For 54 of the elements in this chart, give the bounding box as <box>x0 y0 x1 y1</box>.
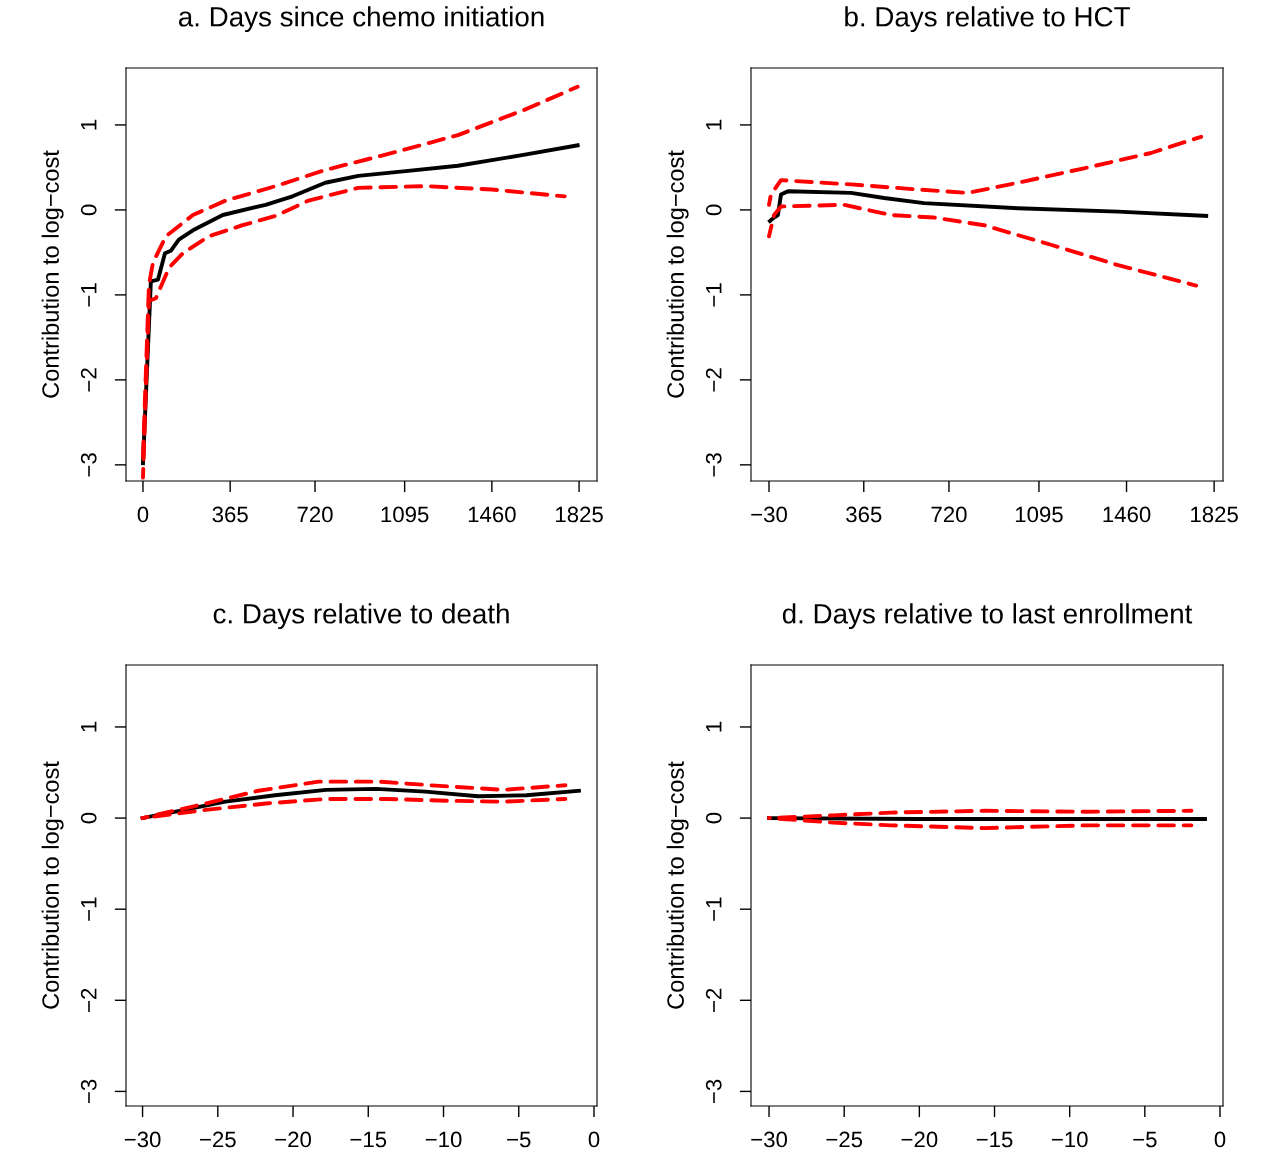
x-tick-label: 1095 <box>381 506 429 523</box>
y-tick-label: −1 <box>81 283 97 307</box>
x-tick-label: −30 <box>124 1131 161 1148</box>
y-tick-label: −2 <box>705 988 722 1012</box>
y-tick-label: −1 <box>706 897 722 921</box>
y-tick-label: 0 <box>705 204 722 216</box>
y-tick-label: 0 <box>80 204 97 216</box>
y-axis-title: Contribution to log−cost <box>666 761 689 1009</box>
x-tick-label: 0 <box>1214 1131 1226 1148</box>
x-tick-label: 1825 <box>556 506 603 523</box>
y-tick-label: 1 <box>81 721 97 732</box>
chart-title: d. Days relative to last enrollment <box>782 603 1193 630</box>
y-axis-title: Contribution to log−cost <box>666 150 689 398</box>
y-tick-label: 1 <box>81 119 97 130</box>
y-tick-label: 1 <box>706 721 722 732</box>
x-tick-label: 1460 <box>468 506 516 523</box>
x-tick-label: 365 <box>212 506 248 523</box>
x-tick-label: −20 <box>901 1131 938 1148</box>
y-tick-label: −3 <box>80 453 97 477</box>
x-tick-label: 720 <box>931 506 967 523</box>
x-tick-label: 1825 <box>1191 506 1238 523</box>
y-tick-label: 1 <box>706 119 722 130</box>
x-tick-label: −30 <box>751 506 787 523</box>
x-tick-label: −10 <box>425 1131 462 1148</box>
x-tick-label: −10 <box>1051 1131 1088 1148</box>
x-tick-label: −5 <box>507 1131 531 1148</box>
x-tick-label: 1460 <box>1103 506 1151 523</box>
x-tick-label: −15 <box>350 1131 387 1148</box>
chart-title: a. Days since chemo initiation <box>178 6 544 33</box>
x-tick-label: −15 <box>976 1131 1013 1148</box>
x-tick-label: 0 <box>137 506 149 523</box>
x-tick-label: 365 <box>846 506 882 523</box>
x-tick-label: 0 <box>588 1131 600 1148</box>
y-tick-label: −3 <box>705 453 722 477</box>
y-tick-label: −2 <box>705 368 722 392</box>
x-tick-label: −5 <box>1133 1131 1157 1148</box>
x-tick-label: 720 <box>297 506 333 523</box>
y-tick-label: −3 <box>705 1079 722 1103</box>
x-tick-label: −20 <box>275 1131 312 1148</box>
y-tick-label: −1 <box>81 897 97 921</box>
chart-title: b. Days relative to HCT <box>845 6 1130 33</box>
y-tick-label: −1 <box>706 283 722 307</box>
x-tick-label: −25 <box>826 1131 863 1148</box>
chart-title: c. Days relative to death <box>213 603 509 630</box>
y-tick-label: 0 <box>705 812 722 824</box>
y-tick-label: −2 <box>80 988 97 1012</box>
y-axis-title: Contribution to log−cost <box>41 761 64 1009</box>
y-tick-label: −2 <box>80 368 97 392</box>
x-tick-label: −25 <box>200 1131 236 1148</box>
y-tick-label: 0 <box>80 812 97 824</box>
x-tick-label: 1095 <box>1015 506 1063 523</box>
y-tick-label: −3 <box>80 1079 97 1103</box>
y-axis-title: Contribution to log−cost <box>41 150 64 398</box>
x-tick-label: −30 <box>751 1131 788 1148</box>
